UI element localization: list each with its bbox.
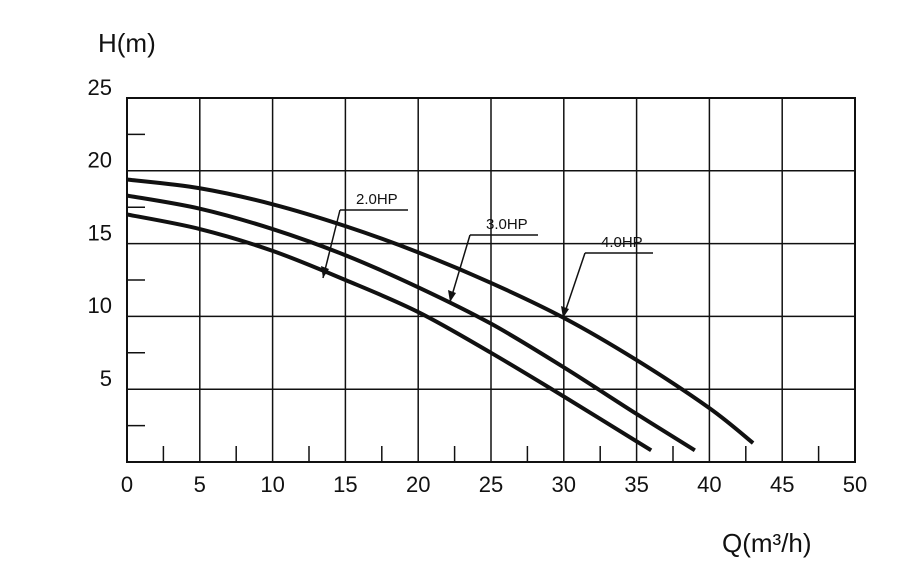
x-tick-label: 25 xyxy=(479,472,503,497)
y-tick-label: 10 xyxy=(88,293,112,318)
legend-label: 2.0HP xyxy=(356,191,398,208)
x-tick-label: 5 xyxy=(194,472,206,497)
y-tick-label: 15 xyxy=(88,220,112,245)
x-axis-label: Q(m³/h) xyxy=(722,528,812,558)
arrow-head xyxy=(448,290,456,302)
y-tick-label: 25 xyxy=(88,75,112,100)
arrow-head xyxy=(321,266,329,278)
legend-label: 3.0HP xyxy=(486,216,528,233)
x-tick-label: 15 xyxy=(333,472,357,497)
x-tick-label: 50 xyxy=(843,472,867,497)
y-axis-label: H(m) xyxy=(98,28,156,58)
curve xyxy=(126,193,696,453)
x-tick-label: 35 xyxy=(624,472,648,497)
x-tick-label: 30 xyxy=(552,472,576,497)
x-tick-label: 40 xyxy=(697,472,721,497)
y-tick-label: 20 xyxy=(88,148,112,173)
legend-label: 4.0HP xyxy=(601,234,643,251)
leader-line xyxy=(562,252,586,319)
curve xyxy=(126,177,755,445)
x-tick-label: 10 xyxy=(260,472,284,497)
arrow-head xyxy=(561,306,569,318)
curve xyxy=(126,212,653,453)
y-tick-label: 5 xyxy=(100,366,112,391)
x-tick-label: 20 xyxy=(406,472,430,497)
x-tick-label: 0 xyxy=(121,472,133,497)
x-tick-label: 45 xyxy=(770,472,794,497)
